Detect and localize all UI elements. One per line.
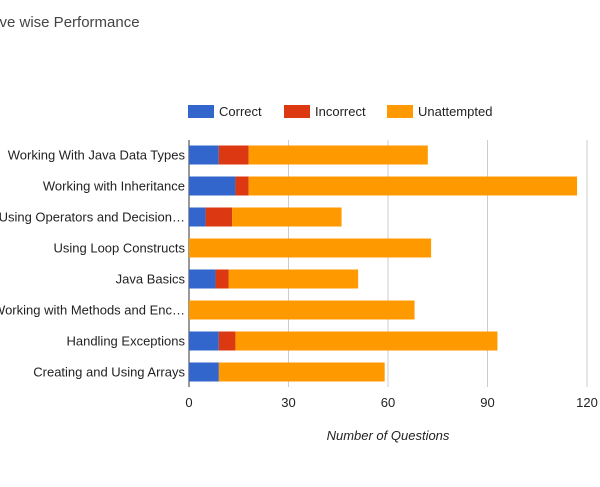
legend[interactable]: Correct Incorrect Unattempted: [188, 104, 492, 119]
bar-unattempted-2: [232, 207, 342, 227]
page-title: tive wise Performance: [0, 14, 140, 31]
bar-incorrect-2: [205, 207, 233, 227]
category-label: Using Operators and Decision…: [0, 210, 185, 225]
bar-unattempted-1: [248, 176, 578, 196]
bar-correct-6: [189, 331, 219, 351]
bar-correct-0: [189, 145, 219, 165]
x-tick-label: 90: [480, 395, 494, 410]
x-tick-label: 0: [185, 395, 192, 410]
x-tick-label: 30: [281, 395, 295, 410]
bar-correct-1: [189, 176, 236, 196]
legend-item-correct[interactable]: Correct: [188, 104, 262, 119]
bar-unattempted-6: [235, 331, 498, 351]
bar-unattempted-7: [218, 362, 385, 382]
x-axis-title: Number of Questions: [327, 428, 450, 443]
bar-incorrect-0: [218, 145, 249, 165]
bar-correct-2: [189, 207, 206, 227]
category-label: Java Basics: [116, 272, 186, 287]
bar-unattempted-3: [189, 238, 432, 258]
legend-label: Correct: [219, 104, 262, 119]
bar-correct-7: [189, 362, 219, 382]
bar-unattempted-4: [228, 269, 359, 289]
legend-swatch: [284, 105, 310, 118]
bar-incorrect-6: [218, 331, 236, 351]
legend-swatch: [387, 105, 413, 118]
bar-correct-4: [189, 269, 216, 289]
bars: [189, 145, 578, 382]
category-label: Working With Java Data Types: [8, 148, 186, 163]
bar-incorrect-4: [215, 269, 229, 289]
category-label: Creating and Using Arrays: [33, 365, 185, 380]
bar-incorrect-1: [235, 176, 249, 196]
x-axis-ticks: 0 30 60 90 120: [185, 395, 597, 410]
category-label: Using Loop Constructs: [53, 241, 185, 256]
legend-swatch: [188, 105, 214, 118]
category-label: Working with Inheritance: [43, 179, 185, 194]
category-label: Handling Exceptions: [66, 334, 185, 349]
x-tick-label: 120: [576, 395, 598, 410]
category-labels: Working With Java Data Types Working with…: [0, 148, 185, 380]
category-label: Working with Methods and Enc…: [0, 303, 185, 318]
legend-item-unattempted[interactable]: Unattempted: [387, 104, 492, 119]
legend-label: Incorrect: [315, 104, 366, 119]
bar-unattempted-5: [189, 300, 415, 320]
x-tick-label: 60: [381, 395, 395, 410]
legend-label: Unattempted: [418, 104, 492, 119]
bar-unattempted-0: [248, 145, 428, 165]
legend-item-incorrect[interactable]: Incorrect: [284, 104, 366, 119]
